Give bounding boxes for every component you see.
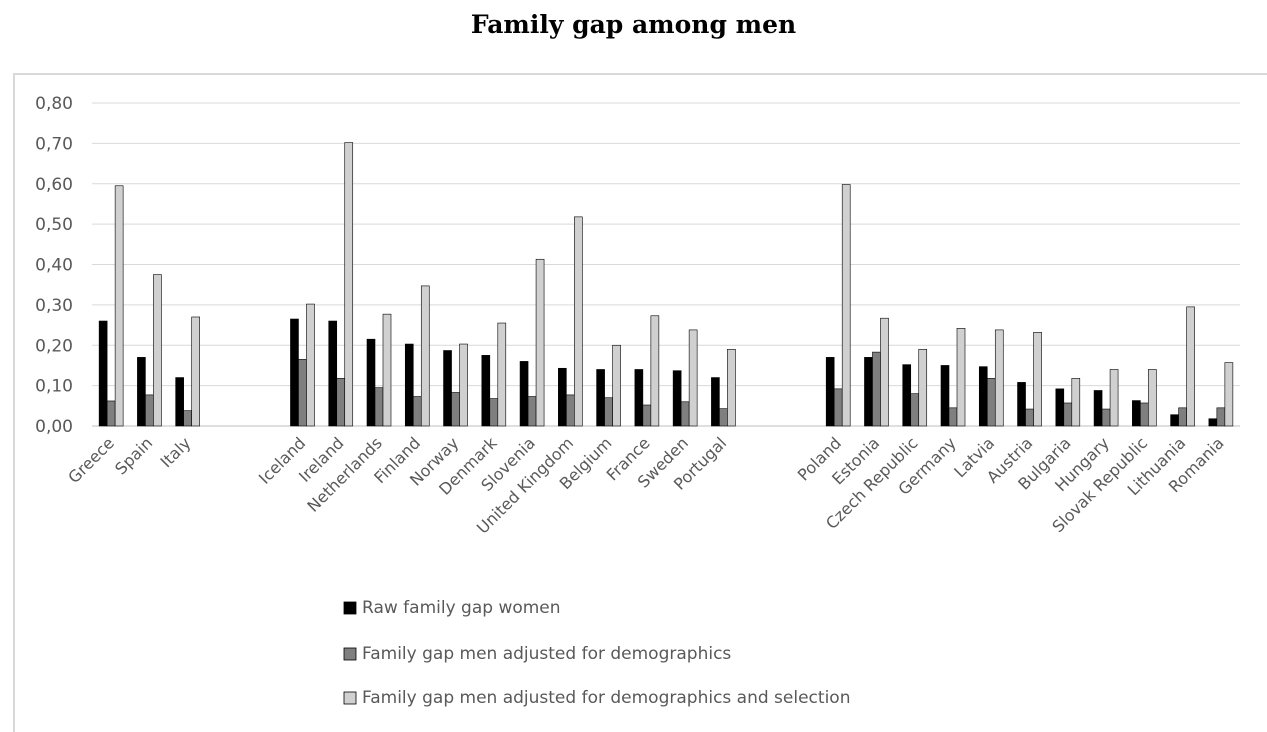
y-tick-label: 0,10: [35, 377, 73, 397]
x-tick-label: Italy: [157, 433, 195, 471]
bar-series-2: [833, 388, 843, 427]
y-tick-label: 0,70: [35, 134, 73, 154]
bar-series-2: [872, 351, 881, 427]
bar-series-1: [98, 320, 108, 427]
x-tick-label: Greece: [64, 433, 118, 487]
bar-series-2: [145, 394, 154, 427]
bar-series-2: [374, 387, 384, 427]
bar-series-2: [719, 408, 728, 427]
bar-series-2: [910, 393, 920, 427]
bar-series-3: [918, 348, 928, 427]
legend-label: Family gap men adjusted for demographics…: [362, 688, 850, 708]
bar-series-1: [137, 357, 146, 427]
legend-label: Family gap men adjusted for demographics: [362, 644, 731, 664]
bar-series-2: [604, 397, 613, 427]
bar-series-1: [175, 377, 184, 427]
bar-series-1: [328, 320, 338, 427]
bar-series-2: [336, 378, 346, 427]
chart-title: Family gap among men: [470, 10, 797, 39]
legend-swatch: [343, 601, 357, 615]
y-tick-label: 0,80: [35, 94, 73, 114]
bar-series-3: [1071, 378, 1081, 427]
bar-series-2: [948, 407, 958, 427]
x-tick-label: Spain: [111, 433, 156, 478]
bar-series-3: [574, 216, 583, 427]
bar-series-2: [642, 404, 652, 427]
bar-series-2: [1140, 402, 1149, 427]
bar-series-2: [298, 359, 307, 427]
bar-series-2: [489, 398, 499, 427]
bar-series-3: [459, 343, 468, 427]
bar-series-2: [1025, 408, 1034, 427]
bar-series-1: [902, 364, 912, 427]
bar-series-1: [864, 357, 873, 427]
bar-series-2: [566, 394, 575, 427]
y-tick-label: 0,00: [35, 417, 73, 437]
bar-series-2: [1178, 407, 1187, 427]
bar-series-1: [558, 367, 567, 427]
bar-series-1: [1055, 388, 1065, 427]
bar-series-1: [978, 366, 988, 427]
bar-series-1: [634, 369, 644, 427]
bar-series-3: [114, 185, 124, 427]
bar-series-1: [443, 350, 452, 427]
bar-series-2: [680, 401, 690, 427]
bar-series-3: [956, 327, 966, 427]
bar-series-3: [1224, 362, 1234, 427]
bar-series-3: [1109, 369, 1119, 427]
bar-series-1: [481, 355, 491, 427]
bar-series-3: [688, 329, 698, 427]
bar-series-3: [1186, 306, 1195, 427]
bar-series-3: [650, 315, 660, 427]
legend-swatch: [343, 691, 357, 705]
bar-series-3: [994, 329, 1004, 427]
bar-series-2: [527, 396, 537, 427]
y-tick-label: 0,50: [35, 215, 73, 235]
bar-series-2: [451, 392, 460, 427]
bar-series-3: [497, 322, 507, 427]
y-tick-label: 0,40: [35, 256, 73, 276]
legend-swatch: [343, 647, 357, 661]
bar-series-3: [1148, 369, 1157, 427]
bar-series-1: [596, 369, 605, 427]
bar-series-2: [412, 396, 422, 427]
bar-series-1: [1170, 414, 1179, 427]
bar-series-1: [711, 377, 720, 427]
bar-series-3: [191, 316, 200, 427]
bar-series-3: [880, 317, 889, 427]
bar-series-2: [106, 400, 116, 427]
bar-series-3: [306, 303, 315, 427]
y-tick-label: 0,20: [35, 336, 73, 356]
bar-series-2: [1216, 407, 1226, 427]
bar-series-2: [1063, 402, 1073, 427]
bar-series-1: [1093, 390, 1103, 427]
y-tick-label: 0,30: [35, 296, 73, 316]
bar-series-1: [366, 338, 376, 427]
bar-series-3: [612, 344, 621, 427]
bar-series-1: [290, 318, 299, 427]
bar-series-1: [940, 365, 950, 427]
bar-series-1: [825, 357, 835, 427]
bar-series-1: [404, 343, 414, 427]
bar-series-1: [672, 370, 682, 427]
bar-series-3: [727, 348, 736, 427]
bar-series-3: [535, 258, 545, 427]
bar-series-2: [986, 378, 996, 427]
bar-series-3: [1033, 332, 1042, 427]
bar-series-1: [1132, 400, 1141, 427]
bar-series-3: [382, 313, 392, 427]
bar-series-3: [153, 274, 162, 427]
y-tick-label: 0,60: [35, 175, 73, 195]
bar-series-3: [420, 285, 430, 427]
bar-series-1: [519, 361, 529, 427]
bar-series-2: [183, 410, 192, 427]
bar-series-3: [841, 184, 851, 427]
chart-frame: [13, 73, 1267, 732]
bar-series-3: [344, 142, 354, 427]
bar-series-1: [1017, 382, 1026, 427]
bar-series-2: [1101, 408, 1111, 427]
legend-label: Raw family gap women: [362, 598, 561, 618]
bar-series-1: [1208, 418, 1218, 427]
